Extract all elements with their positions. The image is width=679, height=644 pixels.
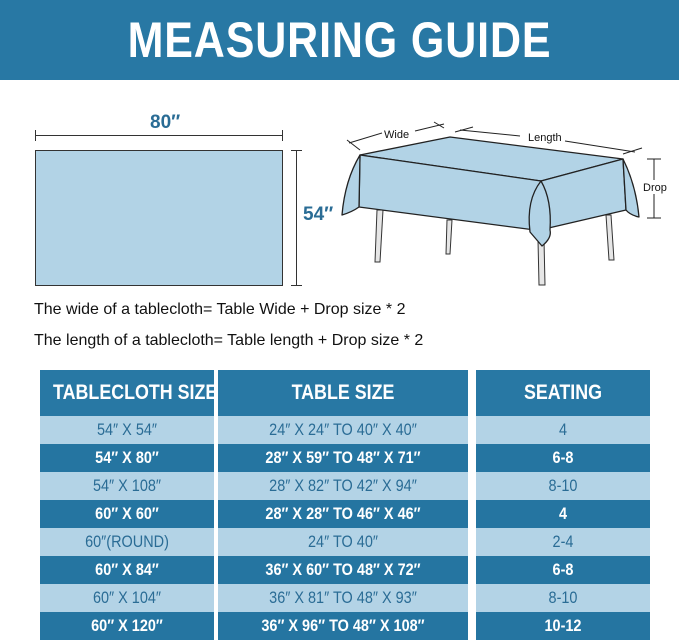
header-seating: SEATING bbox=[476, 370, 650, 416]
table-cell: 60″ X 60″ bbox=[40, 500, 214, 528]
column-tablecloth-size: TABLECLOTH SIZE 54″ X 54″ 54″ X 80″ 54″ X … bbox=[40, 370, 214, 640]
table-cell: 24″ TO 40″ bbox=[218, 528, 468, 556]
table-cell-text: 6-8 bbox=[552, 560, 574, 579]
table-cell: 28″ X 82″ TO 42″ X 94″ bbox=[218, 472, 468, 500]
table-cell-text: 60″ X 104″ bbox=[92, 588, 162, 607]
flat-tablecloth-illustration bbox=[35, 150, 283, 286]
table-cell-text: 36″ X 81″ TO 48″ X 93″ bbox=[269, 588, 417, 607]
header-label: TABLE SIZE bbox=[291, 381, 395, 404]
table-cell-text: 8-10 bbox=[548, 588, 578, 607]
table-cell: 8-10 bbox=[476, 584, 650, 612]
table-cell-text: 54″ X 54″ bbox=[96, 420, 158, 439]
table-cell-text: 54″ X 108″ bbox=[92, 476, 162, 495]
table-cell: 8-10 bbox=[476, 472, 650, 500]
table-cell: 54″ X 108″ bbox=[40, 472, 214, 500]
table-cell-text: 60″ X 60″ bbox=[95, 504, 159, 523]
table-cell-text: 60″(ROUND) bbox=[85, 532, 169, 551]
table-cell: 36″ X 96″ TO 48″ X 108″ bbox=[218, 612, 468, 640]
table-cell: 60″(ROUND) bbox=[40, 528, 214, 556]
width-dimension-line bbox=[35, 130, 283, 141]
table-cell: 36″ X 81″ TO 48″ X 93″ bbox=[218, 584, 468, 612]
table-cell-text: 28″ X 82″ TO 42″ X 94″ bbox=[269, 476, 417, 495]
table-cell: 6-8 bbox=[476, 444, 650, 472]
column-table-size: TABLE SIZE 24″ X 24″ TO 40″ X 40″ 28″ X 5… bbox=[218, 370, 468, 640]
table-cell: 54″ X 54″ bbox=[40, 416, 214, 444]
table-cell-text: 24″ TO 40″ bbox=[308, 532, 378, 551]
height-dimension-line bbox=[291, 150, 302, 286]
header-tablecloth-size: TABLECLOTH SIZE bbox=[40, 370, 214, 416]
table-cell: 28″ X 28″ TO 46″ X 46″ bbox=[218, 500, 468, 528]
table-cell: 28″ X 59″ TO 48″ X 71″ bbox=[218, 444, 468, 472]
table-cell-text: 36″ X 96″ TO 48″ X 108″ bbox=[261, 616, 425, 635]
drop-label: Drop bbox=[643, 182, 667, 194]
table-cell-text: 60″ X 120″ bbox=[91, 616, 163, 635]
table-cell: 60″ X 84″ bbox=[40, 556, 214, 584]
table-cell-text: 60″ X 84″ bbox=[95, 560, 159, 579]
header-label: SEATING bbox=[523, 381, 603, 404]
table-cell: 36″ X 60″ TO 48″ X 72″ bbox=[218, 556, 468, 584]
table-cell-text: 28″ X 28″ TO 46″ X 46″ bbox=[265, 504, 421, 523]
title-banner: MEASURING GUIDE bbox=[0, 0, 679, 80]
table-cell-text: 4 bbox=[558, 504, 568, 523]
table-cell-text: 6-8 bbox=[552, 448, 574, 467]
table-cell-text: 24″ X 24″ TO 40″ X 40″ bbox=[269, 420, 417, 439]
flat-width-label: 80″ bbox=[150, 112, 181, 133]
column-seating: SEATING 4 6-8 8-10 4 2-4 6-8 8-10 10-12 bbox=[476, 370, 650, 640]
table-cell: 4 bbox=[476, 500, 650, 528]
table-cell-text: 54″ X 80″ bbox=[95, 448, 159, 467]
table-cell-text: 4 bbox=[558, 420, 568, 439]
header-label: TABLECLOTH SIZE bbox=[53, 381, 214, 404]
flat-height-label: 54″ bbox=[303, 204, 334, 225]
table-cell: 60″ X 104″ bbox=[40, 584, 214, 612]
table-cell-text: 28″ X 59″ TO 48″ X 71″ bbox=[265, 448, 421, 467]
table-cell: 60″ X 120″ bbox=[40, 612, 214, 640]
table-cell-text: 8-10 bbox=[548, 476, 578, 495]
table-cell: 54″ X 80″ bbox=[40, 444, 214, 472]
table-cell: 2-4 bbox=[476, 528, 650, 556]
wide-label: Wide bbox=[384, 129, 409, 141]
table-cell-text: 36″ X 60″ TO 48″ X 72″ bbox=[265, 560, 421, 579]
table-cell-text: 2-4 bbox=[552, 532, 574, 551]
table-cell: 10-12 bbox=[476, 612, 650, 640]
table-cell: 24″ X 24″ TO 40″ X 40″ bbox=[218, 416, 468, 444]
table-illustration: Wide Length Drop bbox=[341, 121, 668, 286]
table-cell-text: 10-12 bbox=[544, 616, 582, 635]
length-formula: The length of a tablecloth= Table length… bbox=[34, 332, 424, 349]
table-cell: 6-8 bbox=[476, 556, 650, 584]
header-table-size: TABLE SIZE bbox=[218, 370, 468, 416]
table-cell: 4 bbox=[476, 416, 650, 444]
page-title: MEASURING GUIDE bbox=[127, 12, 552, 68]
width-formula: The wide of a tablecloth= Table Wide + D… bbox=[34, 301, 406, 318]
length-label: Length bbox=[528, 132, 562, 144]
